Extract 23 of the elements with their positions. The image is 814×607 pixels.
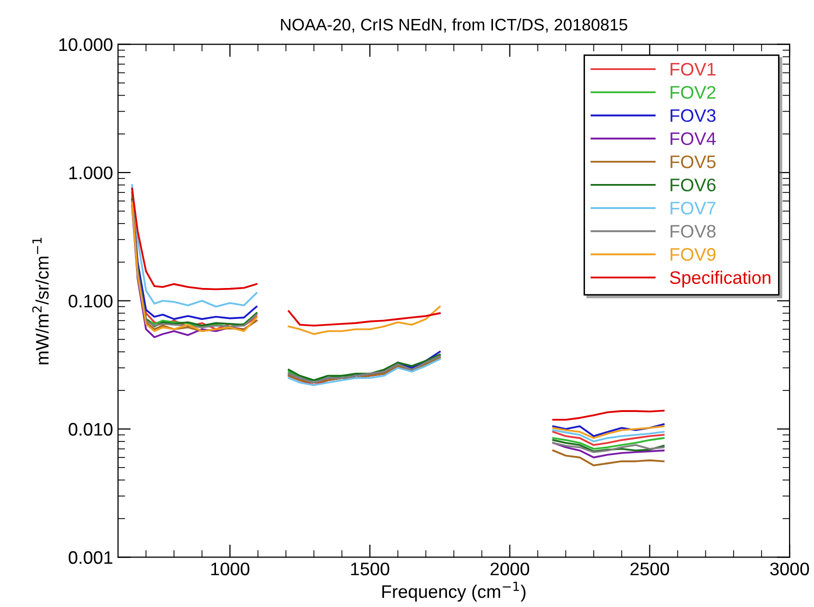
y-tick-label: 1.000 [69,166,112,180]
x-tick-label: 2000 [490,562,530,576]
y-tick-label: 0.010 [68,422,112,436]
legend-label: FOV4 [670,132,716,146]
legend-label: FOV1 [670,62,716,76]
x-tick-label: 1500 [351,562,390,576]
x-tick-label: 1000 [211,562,250,576]
legend-label: FOV9 [670,248,716,261]
legend-label: FOV8 [670,224,716,238]
legend-label: FOV6 [670,178,716,192]
legend-label: FOV3 [670,109,716,122]
y-tick-label: 0.100 [68,294,112,308]
x-axis-title: Frequency (cm$^{−1}$) [382,582,526,602]
legend-label: FOV5 [670,155,716,168]
legend-label: Specification [670,270,770,288]
x-tick-label: 3000 [770,562,809,576]
chart-title: NOAA-20, CrIS NEdN, from ICT/DS, 20180815 [281,18,628,33]
legend-label: FOV2 [670,86,716,99]
y-axis-title: mW/m$^{2}$/sr/cm$^{−1}$ [32,238,49,364]
legend-label: FOV7 [670,202,716,215]
y-tick-label: 0.001 [68,551,112,564]
y-tick-label: 10.000 [59,38,112,52]
x-tick-label: 2500 [630,562,670,576]
